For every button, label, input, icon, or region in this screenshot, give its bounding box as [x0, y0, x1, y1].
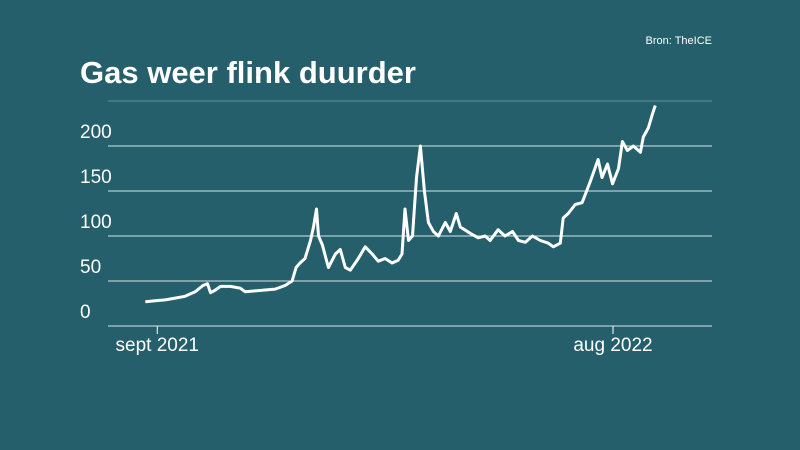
- y-tick-label: 150: [80, 167, 112, 188]
- y-tick-label: 100: [80, 212, 112, 233]
- source-note: Bron: TheICE: [646, 35, 712, 47]
- x-tick-label: aug 2022: [573, 335, 652, 356]
- y-tick-label: 0: [80, 302, 91, 323]
- data-line: [145, 105, 657, 304]
- y-tick-label: 200: [80, 122, 112, 143]
- x-tick-label: sept 2021: [116, 335, 199, 356]
- y-tick-label: 50: [80, 257, 101, 278]
- chart-title: Gas weer flink duurder: [80, 55, 416, 90]
